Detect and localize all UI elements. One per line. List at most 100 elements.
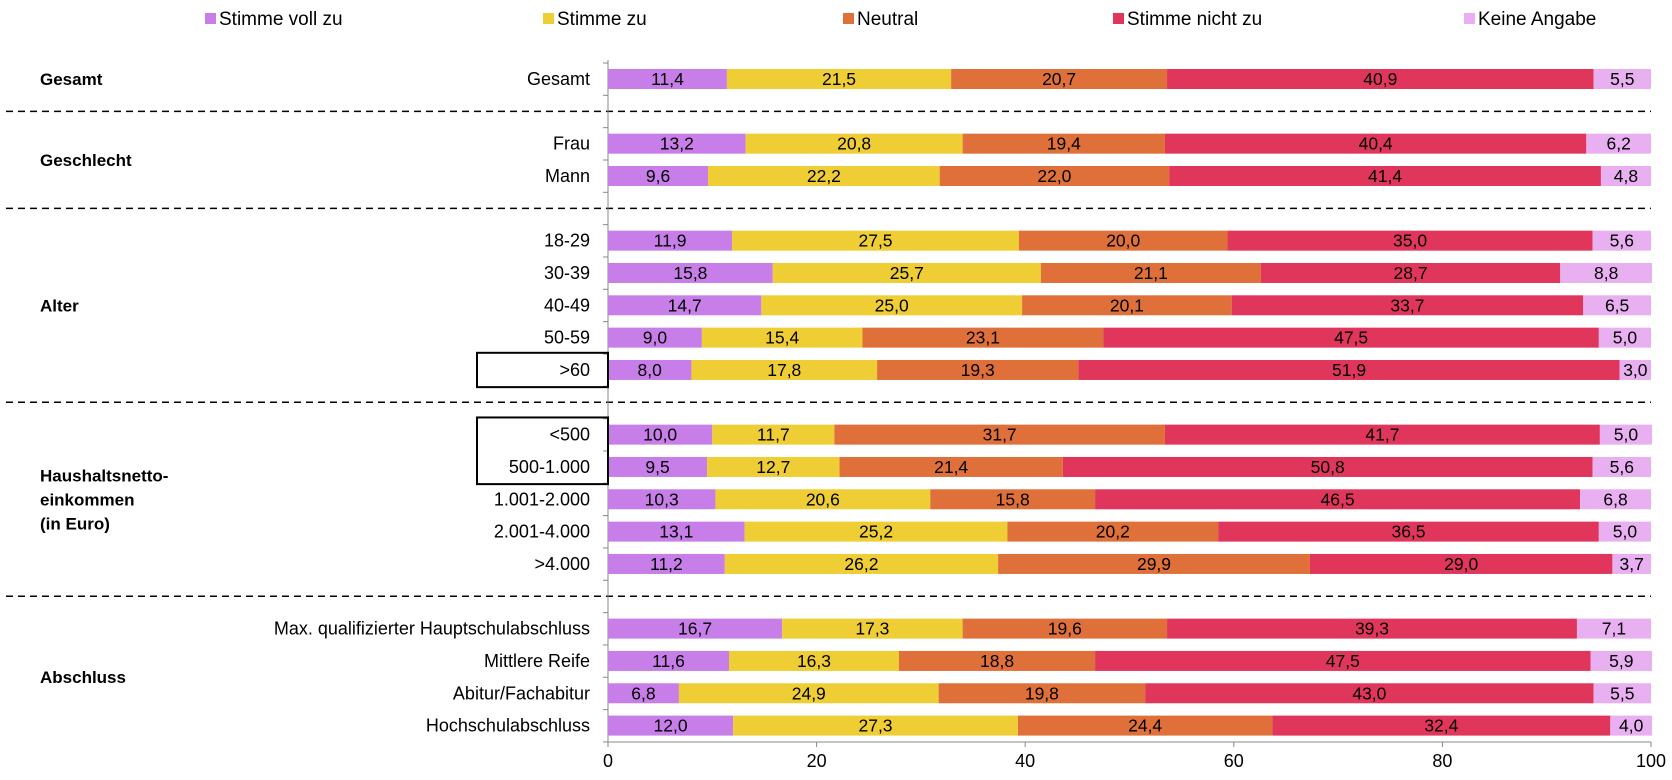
bar-segment (998, 553, 1310, 574)
bar-row[interactable]: Frau 13,2 20,8 19,4 40,4 6,2 (553, 133, 1651, 154)
bar-row[interactable]: Gesamt 11,4 21,5 20,7 40,9 5,5 (527, 69, 1651, 89)
bar-segment (962, 618, 1168, 639)
bar-segment (608, 715, 734, 736)
value-label: 15,8 (996, 489, 1030, 509)
value-label: 11,6 (652, 651, 685, 671)
value-label: 6,8 (1603, 489, 1627, 509)
category-label: 50-59 (544, 328, 590, 348)
bar-segment (1227, 230, 1593, 251)
value-label: 20,8 (837, 134, 871, 154)
bar-row[interactable]: 50-59 9,0 15,4 23,1 47,5 5,0 (544, 327, 1651, 348)
value-label: 5,9 (1609, 651, 1633, 671)
category-label: 1.001-2.000 (494, 489, 590, 509)
bar-segment (1017, 715, 1273, 736)
bar-segment (744, 521, 1008, 542)
category-label: Frau (553, 134, 590, 154)
bar-segment (951, 69, 1168, 89)
legend-item[interactable]: Keine Angabe (1464, 9, 1596, 30)
value-label: 5,0 (1614, 425, 1639, 445)
highlight-box (476, 416, 609, 486)
bar-segment (715, 489, 931, 510)
value-label: 39,3 (1355, 619, 1389, 639)
value-label: 17,8 (767, 360, 801, 380)
bar-segment (707, 456, 840, 477)
bar-segment (877, 359, 1079, 380)
bar-row[interactable]: Mittlere Reife 11,6 16,3 18,8 47,5 5,9 (484, 650, 1653, 671)
value-label: 4,8 (1614, 166, 1638, 186)
bar-row[interactable]: Mann 9,6 22,2 22,0 41,4 4,8 (545, 165, 1651, 186)
bar-row[interactable]: 18-29 11,9 27,5 20,0 35,0 5,6 (544, 230, 1651, 251)
bar-segment (1169, 165, 1601, 186)
bar-segment (1007, 521, 1219, 542)
bar-segment (608, 230, 733, 251)
bar-row[interactable]: Abitur/Fachabitur 6,8 24,9 19,8 43,0 5,5 (453, 683, 1651, 704)
value-label: 43,0 (1352, 683, 1386, 703)
bar-row[interactable]: 40-49 14,7 25,0 20,1 33,7 6,5 (544, 295, 1651, 316)
value-label: 21,1 (1134, 263, 1168, 283)
value-label: 10,0 (643, 425, 677, 445)
value-label: 47,5 (1334, 328, 1368, 348)
group-label: Geschlecht (40, 151, 132, 170)
value-label: 16,3 (797, 651, 831, 671)
category-label: Hochschulabschluss (426, 716, 590, 736)
category-label: Max. qualifizierter Hauptschulabschluss (274, 619, 590, 639)
x-tick-label: 20 (807, 751, 827, 771)
value-label: 22,2 (807, 166, 841, 186)
bar-segment (1619, 359, 1651, 380)
value-label: 8,8 (1594, 263, 1618, 283)
bar-row[interactable]: >60 8,0 17,8 19,3 51,9 3,0 (559, 359, 1651, 380)
bar-segment (1218, 521, 1599, 542)
value-label: 9,6 (646, 166, 670, 186)
bar-segment (1560, 262, 1653, 283)
legend-swatch (843, 13, 854, 24)
bar-row[interactable]: >4.000 11,2 26,2 29,9 29,0 3,7 (534, 553, 1651, 574)
bar-row[interactable]: 30-39 15,8 25,7 21,1 28,7 8,8 (544, 262, 1653, 283)
legend-item[interactable]: Stimme zu (543, 9, 647, 30)
value-label: 16,7 (678, 619, 712, 639)
value-label: 31,7 (983, 425, 1017, 445)
legend-label: Stimme zu (557, 9, 647, 30)
bar-segment (733, 715, 1018, 736)
x-tick-label: 0 (603, 751, 613, 771)
value-label: 25,0 (875, 295, 909, 315)
value-label: 6,5 (1605, 295, 1629, 315)
value-label: 15,8 (673, 263, 707, 283)
bar-segment (1583, 295, 1651, 316)
bar-segment (1576, 618, 1651, 639)
legend-item[interactable]: Neutral (843, 9, 918, 30)
bar-segment (608, 650, 729, 671)
bar-segment (726, 69, 952, 89)
bar-segment (732, 230, 1019, 251)
value-label: 28,7 (1394, 263, 1428, 283)
bar-segment (608, 456, 708, 477)
x-tick-label: 100 (1636, 751, 1666, 771)
category-label: >4.000 (534, 554, 590, 574)
bar-segment (1610, 715, 1653, 736)
legend-item[interactable]: Stimme voll zu (205, 9, 343, 30)
value-label: 13,1 (659, 522, 693, 542)
value-label: 11,7 (757, 425, 790, 445)
legend-label: Stimme nicht zu (1127, 9, 1262, 30)
legend-label: Keine Angabe (1478, 9, 1596, 30)
value-label: 10,3 (645, 489, 679, 509)
bar-row[interactable]: 1.001-2.000 10,3 20,6 15,8 46,5 6,8 (494, 489, 1651, 510)
value-label: 50,8 (1311, 457, 1345, 477)
value-label: 29,9 (1137, 554, 1171, 574)
bar-segment (1580, 489, 1651, 510)
bar-row[interactable]: 2.001-4.000 13,1 25,2 20,2 36,5 5,0 (494, 521, 1651, 542)
value-label: 13,2 (660, 134, 694, 154)
value-label: 41,4 (1368, 166, 1402, 186)
category-label: 500-1.000 (509, 457, 590, 477)
bar-row[interactable]: 500-1.000 9,5 12,7 21,4 50,8 5,6 (509, 456, 1651, 477)
value-label: 7,1 (1602, 619, 1626, 639)
bar-row[interactable]: Max. qualifizierter Hauptschulabschluss 1… (274, 618, 1651, 639)
bar-segment (1612, 553, 1651, 574)
bar-row[interactable]: <500 10,0 11,7 31,7 41,7 5,0 (549, 424, 1653, 445)
group-label: Gesamt (40, 70, 103, 89)
bar-segment (1309, 553, 1613, 574)
bar-segment (782, 618, 963, 639)
bar-row[interactable]: Hochschulabschluss 12,0 27,3 24,4 32,4 4,0 (426, 715, 1653, 736)
legend-item[interactable]: Stimme nicht zu (1113, 9, 1262, 30)
value-label: 14,7 (668, 295, 702, 315)
